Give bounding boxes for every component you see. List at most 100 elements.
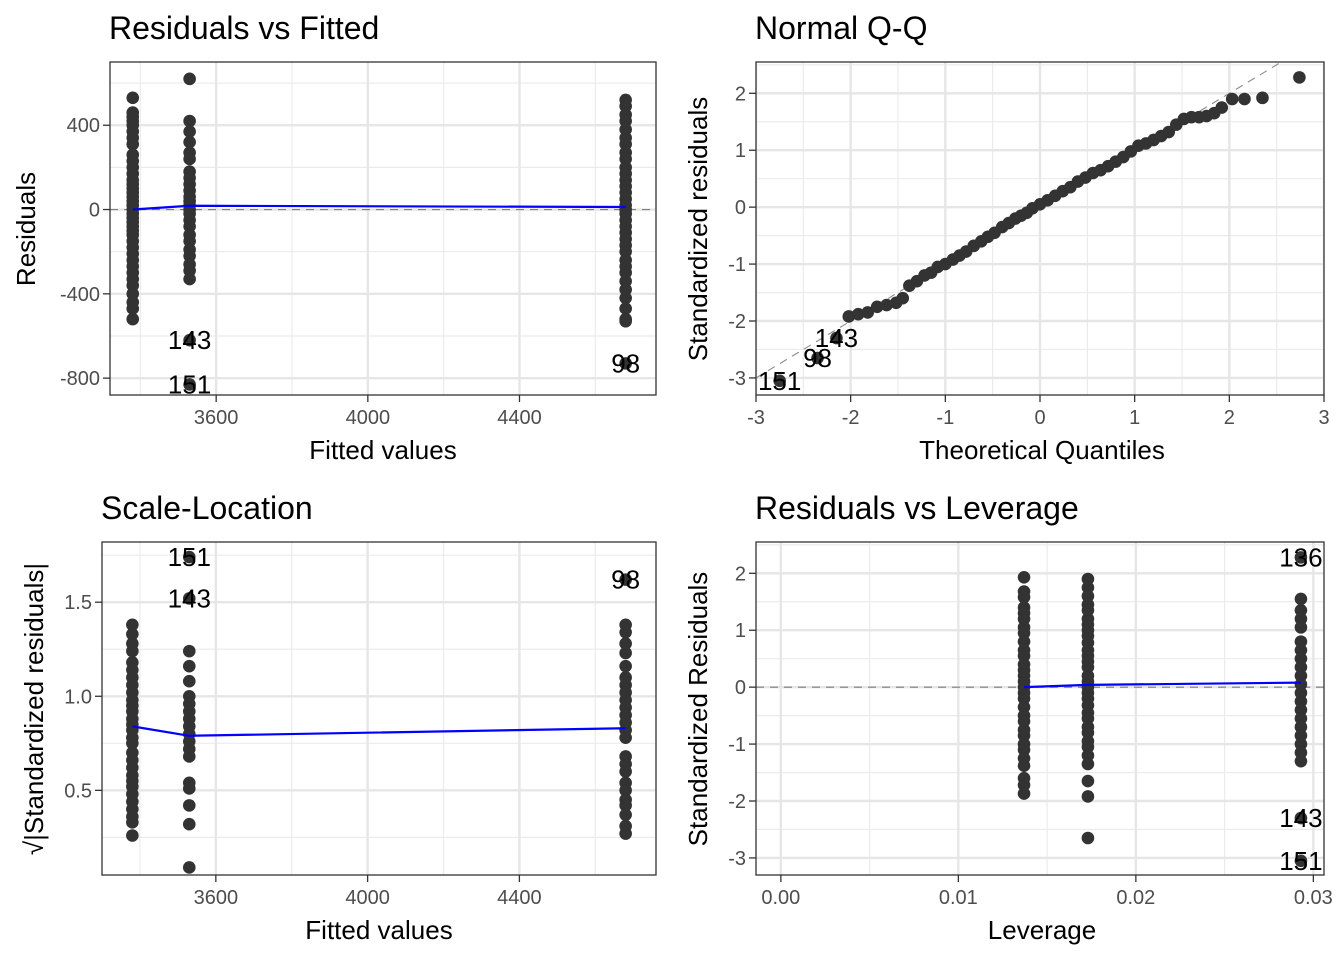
x-axis: 0.00 0.01 0.02 0.03 [761,875,1333,909]
outlier-label: 143 [168,325,211,355]
x-axis-title: Leverage [988,915,1096,945]
data-point [619,314,632,328]
x-axis-title: Theoretical Quantiles [919,435,1165,465]
y-tick-label: 400 [67,115,100,137]
data-point [126,91,140,105]
y-axis-title: Standardized residuals [683,97,713,362]
y-tick-label: 0.5 [64,780,92,802]
data-point [619,808,632,822]
outlier-label: 143 [168,583,211,613]
data-point [183,114,196,128]
data-point [1294,854,1308,868]
x-tick-label: 3600 [194,407,239,429]
data-point [1294,551,1308,564]
outlier-label: 136 [1279,542,1322,572]
data-point [182,782,196,795]
y-tick-label: 1.0 [64,686,92,708]
smooth-line [132,725,626,737]
data-point [183,272,196,286]
y-tick-label: 0 [735,197,746,219]
data-point [619,659,632,673]
data-point [183,152,196,166]
x-tick-label: 0.03 [1294,887,1333,909]
plot-background [110,62,656,395]
panel-normal-qq: Normal Q-Q Theoretical Quantiles Standar… [683,10,1330,465]
x-tick-label: 4400 [497,887,542,909]
y-axis: 400 0 -400 -800 [60,115,110,390]
data-point [126,618,139,632]
data-point [1293,71,1306,84]
y-axis-title: Standardized Residuals [683,572,713,847]
data-point [619,827,632,840]
y-axis: 2 1 0 -1 -2 -3 [728,563,756,870]
y-axis: 1.5 1.0 0.5 [64,592,102,802]
y-tick-label: -3 [728,848,746,870]
data-point [182,861,196,874]
data-point [861,306,875,319]
data-point [126,137,140,151]
data-point [870,300,884,314]
x-tick-label: 0 [1034,407,1045,429]
data-point [126,644,139,658]
outlier-label: 151 [758,366,801,396]
data-point [1225,92,1239,106]
outlier-label: 98 [611,348,640,378]
x-tick-label: -2 [842,407,860,429]
data-point [126,627,139,641]
data-point [619,799,632,812]
y-tick-label: 1 [735,620,746,642]
outlier-label: 151 [1279,846,1322,876]
data-point [126,816,139,829]
x-tick-label: 4000 [345,887,390,909]
data-point [880,298,893,312]
panel-title: Residuals vs Leverage [755,490,1079,526]
data-point [896,291,910,305]
data-point [1238,92,1251,106]
data-point [851,307,865,321]
data-point [619,357,632,370]
data-point [1256,91,1269,105]
x-tick-label: 3600 [194,887,239,909]
data-point [182,750,196,763]
data-point [182,644,196,658]
plot-background [756,542,1324,875]
outlier-label: 98 [611,565,640,595]
plot-area: 151 143 98 [101,541,657,876]
y-tick-label: 0 [89,200,100,222]
y-tick-label: -2 [728,791,746,813]
data-points [126,550,632,874]
data-point [1017,590,1031,604]
data-point [1294,811,1308,825]
data-point [182,550,196,564]
data-point [126,312,140,326]
data-point [126,829,139,842]
panel-border [101,541,657,876]
data-point [619,731,632,744]
y-tick-label: -2 [728,311,746,333]
y-tick-label: -800 [60,368,100,390]
y-tick-label: 0 [735,677,746,699]
data-point [619,637,632,650]
x-axis: 3600 4000 4400 [194,875,542,909]
outlier-label: 98 [803,343,832,373]
x-tick-label: 4000 [346,407,391,429]
data-point [182,659,196,673]
panel-title: Scale-Location [101,490,313,526]
data-point [619,765,632,778]
data-point [619,646,632,660]
outlier-label: 143 [815,323,858,353]
x-axis: 3600 4000 4400 [194,395,542,429]
data-points [773,71,1306,388]
data-point [182,592,196,605]
data-point [126,302,140,315]
panel-border [109,61,657,396]
outlier-label: 143 [1279,803,1322,833]
data-point [1017,759,1031,773]
data-point [1017,787,1031,800]
panel-scale-location: Scale-Location Fitted values √|Standardi… [19,490,657,945]
data-point [183,378,196,391]
x-tick-label: 0.01 [939,887,978,909]
qq-reference-line [756,62,1283,379]
